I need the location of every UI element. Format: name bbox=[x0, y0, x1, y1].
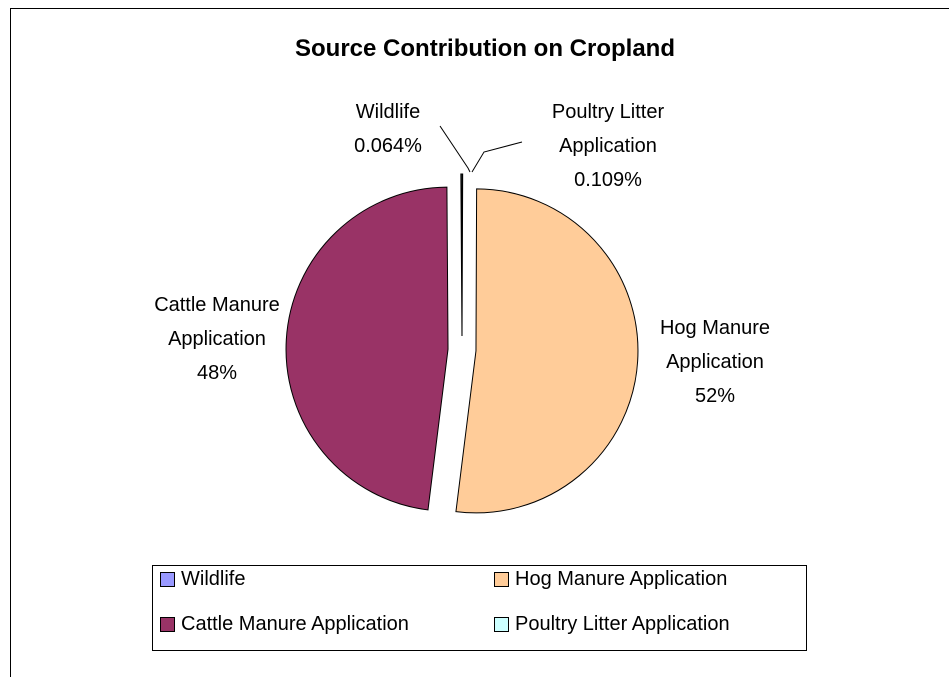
legend-label: Poultry Litter Application bbox=[515, 613, 730, 635]
leader-line bbox=[439, 125, 471, 173]
chart-frame bbox=[10, 8, 949, 677]
legend-swatch bbox=[160, 572, 175, 587]
legend-item: Wildlife bbox=[160, 568, 245, 591]
slice-label: Hog Manure Application 52% bbox=[659, 317, 771, 407]
legend-label: Cattle Manure Application bbox=[181, 613, 409, 635]
slice-label: Cattle Manure Application 48% bbox=[154, 294, 280, 384]
legend-item: Poultry Litter Application bbox=[494, 613, 730, 636]
legend-swatch bbox=[494, 572, 509, 587]
pie-slice bbox=[460, 173, 463, 337]
legend-label: Wildlife bbox=[181, 568, 246, 590]
legend-swatch bbox=[494, 617, 509, 632]
legend-item: Cattle Manure Application bbox=[160, 613, 409, 636]
leader-line bbox=[471, 141, 523, 173]
slice-label: Poultry Litter Application 0.109% bbox=[551, 101, 665, 191]
legend-label: Hog Manure Application bbox=[515, 568, 728, 590]
legend-swatch bbox=[160, 617, 175, 632]
pie-slice bbox=[455, 188, 639, 514]
legend-item: Hog Manure Application bbox=[494, 568, 727, 591]
pie-slice bbox=[285, 186, 449, 511]
slice-label: Wildlife 0.064% bbox=[354, 101, 422, 157]
chart-title: Source Contribution on Cropland bbox=[295, 35, 675, 62]
legend-box bbox=[152, 565, 807, 651]
